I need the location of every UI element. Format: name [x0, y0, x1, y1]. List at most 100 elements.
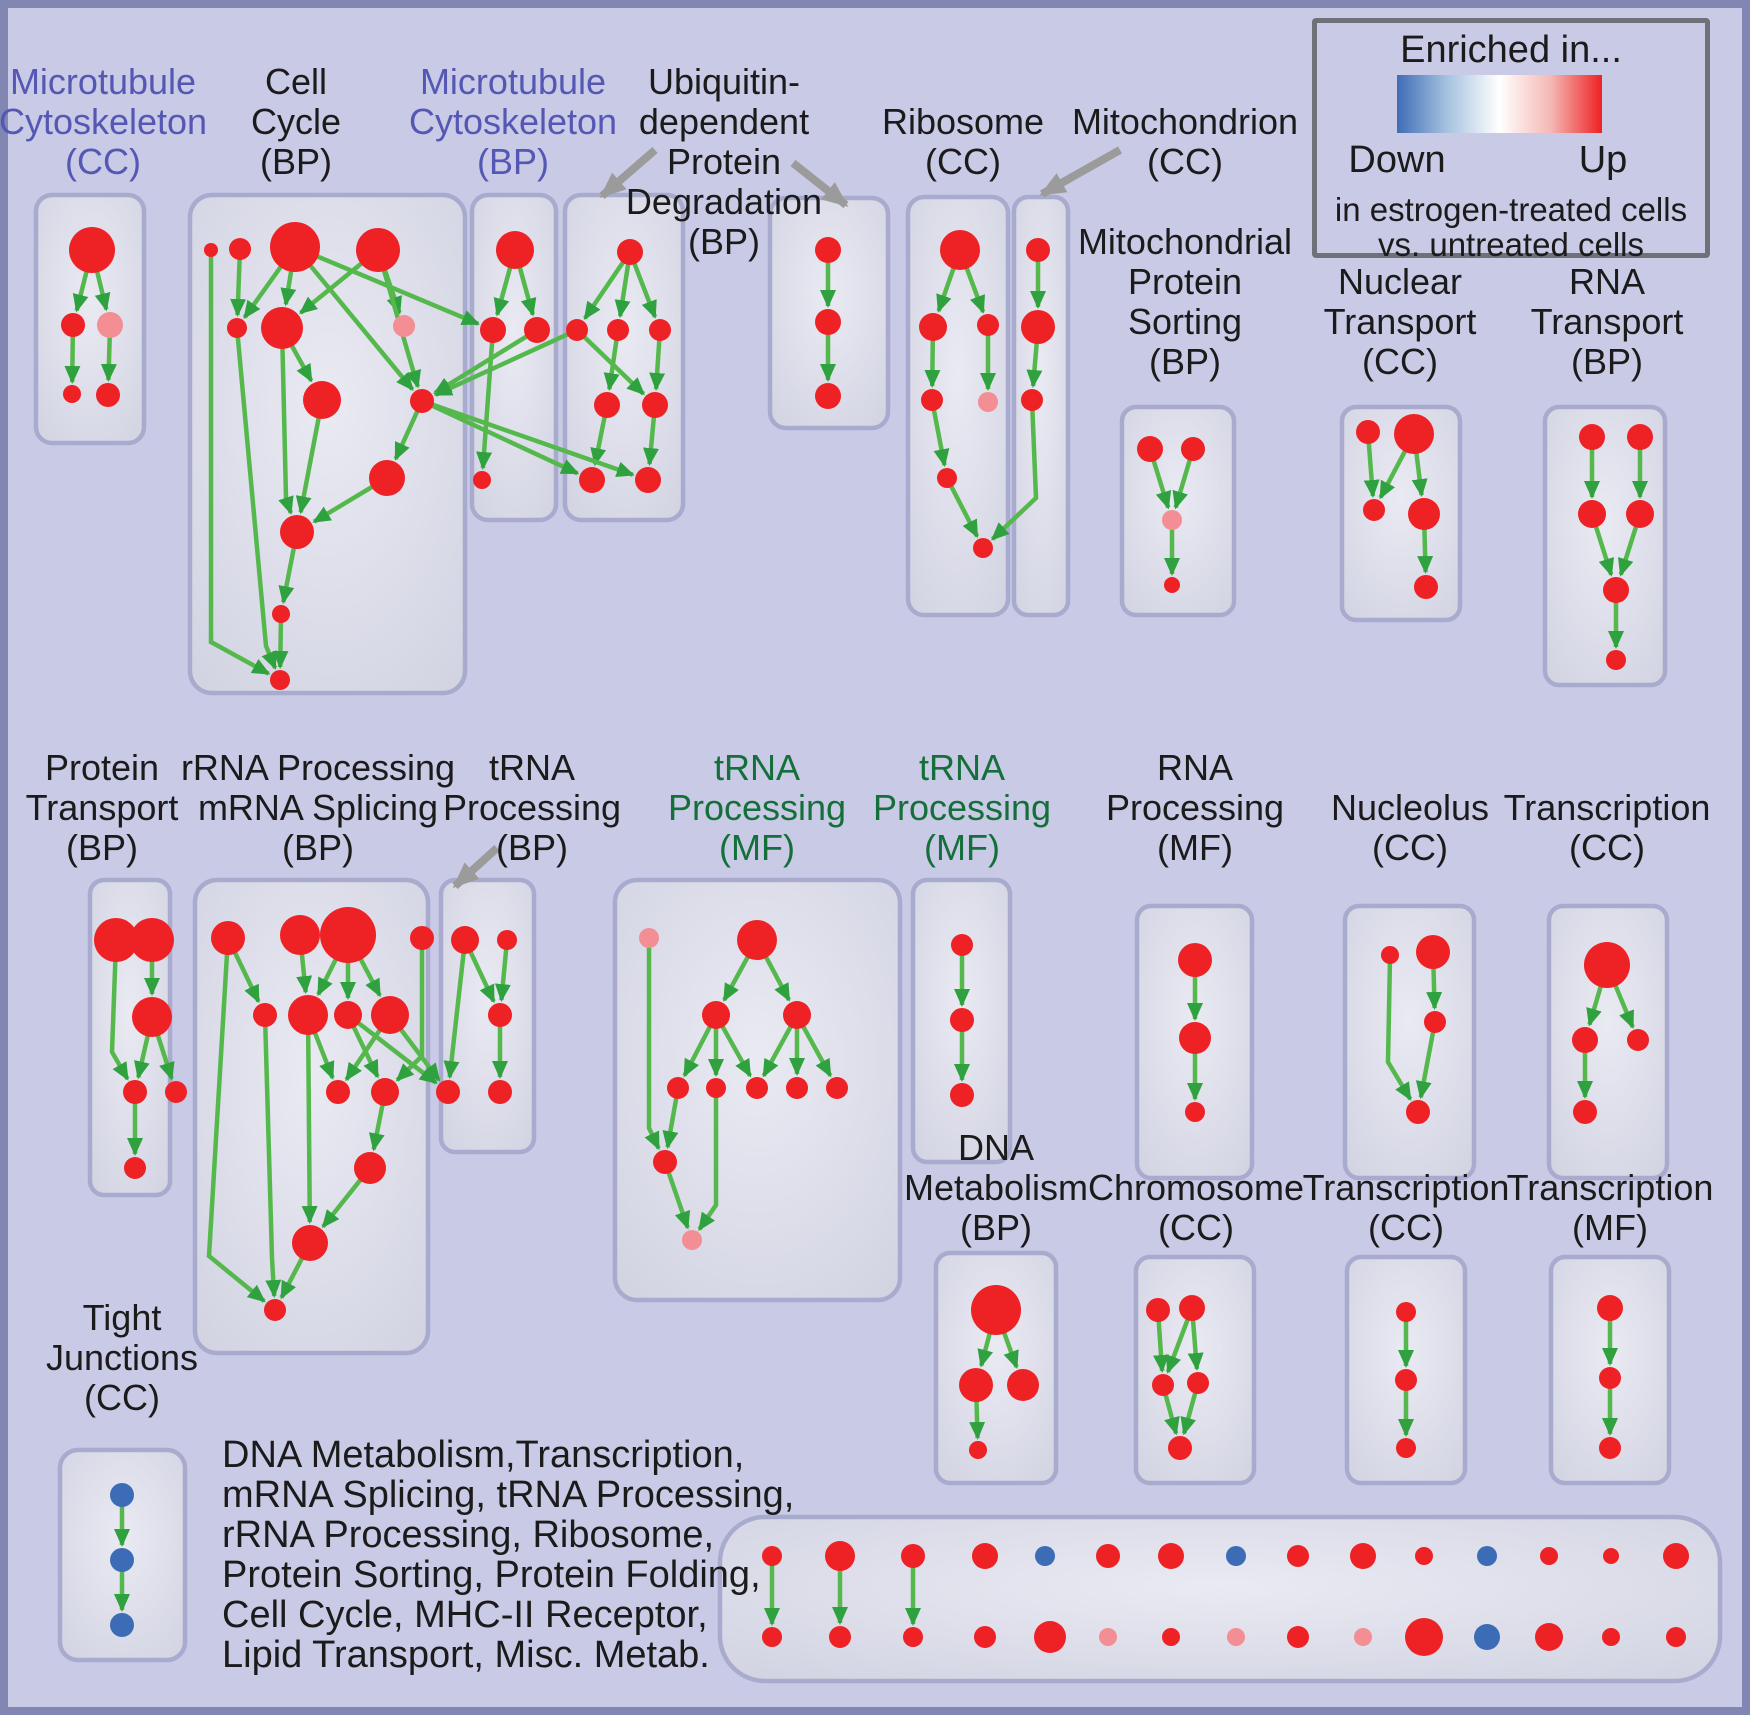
legend-gradient-bar — [1397, 75, 1602, 133]
edge-arrow — [682, 1025, 712, 1078]
cluster-label-trna-processing-mf-2: tRNA Processing (MF) — [872, 747, 1052, 868]
go-term-node-red — [1415, 1547, 1433, 1565]
go-term-node-red — [436, 1080, 460, 1104]
cluster-box-misc-metabolism — [717, 1514, 1723, 1684]
go-term-node-red — [264, 1299, 286, 1321]
go-term-node-red — [937, 468, 957, 488]
edge-arrow — [393, 410, 420, 461]
go-term-node-blue — [110, 1613, 134, 1637]
go-term-node-red — [229, 238, 251, 260]
go-term-node-red — [762, 1627, 782, 1647]
edge-arrow — [649, 339, 666, 391]
edge-arrow — [1001, 1331, 1019, 1369]
edge-arrow — [295, 417, 321, 515]
nodes — [61, 222, 1689, 1656]
go-term-node-red — [1363, 499, 1385, 521]
cluster-label-transcription-mf: Transcription (MF) — [1506, 1167, 1714, 1248]
go-term-node-red — [746, 1077, 768, 1099]
go-term-node-pink — [1354, 1628, 1372, 1646]
edges — [64, 254, 1648, 1626]
go-term-node-red — [950, 1008, 974, 1032]
edge-arrow — [443, 952, 466, 1080]
edge-arrow — [969, 1400, 986, 1440]
edge-arrow — [1593, 525, 1614, 577]
go-term-node-red — [96, 383, 120, 407]
cluster-box-dna-metabolism-bp — [933, 1250, 1059, 1486]
go-term-node-red — [702, 1001, 730, 1029]
go-term-node-blue — [1226, 1546, 1246, 1566]
edge-arrow — [1165, 1318, 1190, 1374]
label-pointer-arrow-trna-bp — [452, 845, 500, 889]
edge-arrow — [990, 409, 1039, 541]
edge-arrow — [1618, 525, 1639, 577]
go-term-node-red — [270, 670, 290, 690]
edge-arrow — [583, 260, 626, 321]
edge-arrow — [235, 336, 278, 670]
edge-arrow — [763, 955, 791, 1002]
go-term-node-red — [1627, 1029, 1649, 1051]
cluster-label-microtubule-cytoskeleton-bp: Microtubule Cytoskeleton (BP) — [408, 61, 618, 182]
cluster-label-rna-transport-bp: RNA Transport (BP) — [1530, 261, 1684, 382]
cluster-label-microtubule-cytoskeleton-cc: Microtubule Cytoskeleton (CC) — [0, 61, 208, 182]
go-term-node-red — [354, 1152, 386, 1184]
edge-arrow — [64, 335, 81, 384]
go-term-node-red — [94, 918, 138, 962]
go-term-node-red — [292, 1225, 328, 1261]
edge-arrow — [468, 950, 496, 1004]
go-term-node-red — [1007, 1369, 1039, 1401]
go-term-node-red — [1666, 1627, 1686, 1647]
edge-arrow — [924, 339, 941, 388]
go-term-node-pink — [393, 315, 415, 337]
edge-arrow — [263, 1025, 282, 1298]
go-term-node-red — [1395, 1369, 1417, 1391]
edge-arrow — [590, 416, 607, 467]
go-term-node-red — [901, 1544, 925, 1568]
edge-arrow — [301, 1033, 318, 1224]
edge-arrow — [312, 484, 374, 524]
go-term-node-red — [1162, 1628, 1180, 1646]
edge-arrow — [109, 960, 130, 1081]
go-term-node-red — [1152, 1374, 1174, 1396]
edge-arrow — [761, 1025, 793, 1078]
go-term-node-red — [1414, 575, 1438, 599]
cluster-box-cell-cycle-bp — [187, 192, 468, 696]
go-term-node-red — [653, 1150, 677, 1174]
edge-arrow — [206, 953, 266, 1303]
edge-arrow — [931, 409, 950, 468]
edge-arrow — [476, 341, 495, 470]
go-term-node-pink — [978, 392, 998, 412]
edge-arrow — [431, 403, 580, 476]
edge-arrow — [232, 951, 261, 1004]
edge-arrow — [134, 1035, 150, 1080]
go-term-node-red — [1579, 424, 1605, 450]
go-term-node-red — [642, 392, 668, 418]
cluster-label-trna-processing-bp: tRNA Processing (BP) — [442, 747, 622, 868]
go-term-node-red — [951, 934, 973, 956]
edge-arrow — [1586, 985, 1603, 1027]
edge-arrow — [230, 258, 247, 317]
go-term-node-red — [1424, 1011, 1446, 1033]
go-term-node-blue — [110, 1483, 134, 1507]
misc-cluster-caption: DNA Metabolism,Transcription, mRNA Splic… — [222, 1434, 795, 1676]
cluster-label-nucleolus-cc: Nucleolus (CC) — [1330, 787, 1490, 868]
go-term-node-red — [410, 926, 434, 950]
go-term-node-red — [579, 467, 605, 493]
edge-arrow — [1172, 458, 1193, 510]
go-term-node-red — [1021, 389, 1043, 411]
edge-arrow — [977, 1332, 994, 1368]
label-pointer-arrow-mitochondrion — [1039, 146, 1122, 198]
go-term-node-red — [1158, 1543, 1184, 1569]
go-term-node-red — [280, 915, 320, 955]
go-term-node-red — [815, 237, 841, 263]
edge-arrow — [644, 947, 661, 1151]
go-term-node-red — [1179, 1295, 1205, 1321]
go-term-node-red — [973, 538, 993, 558]
cluster-label-transcription-cc-bottom: Transcription (CC) — [1302, 1167, 1510, 1248]
edge-arrow — [344, 1028, 382, 1082]
go-term-node-pink — [1099, 1628, 1117, 1646]
go-term-node-pink — [682, 1230, 702, 1250]
edge-arrow — [289, 344, 314, 383]
cluster-label-ubiquitin-dependent-protein-degradation-bp: Ubiquitin- dependent Protein Degradation… — [625, 61, 823, 262]
edge-arrow — [1378, 449, 1408, 500]
